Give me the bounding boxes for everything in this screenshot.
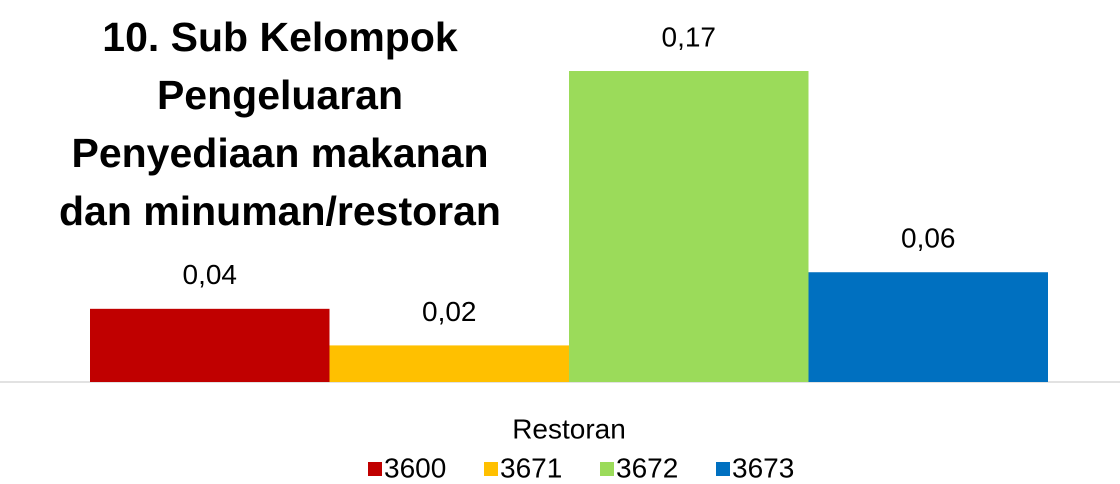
legend-swatch — [368, 462, 382, 476]
bar — [90, 308, 330, 382]
value-label: 0,04 — [183, 259, 238, 290]
chart-title: 10. Sub Kelompok Pengeluaran Penyediaan … — [59, 14, 501, 234]
bar — [569, 71, 809, 382]
legend-swatch — [600, 462, 614, 476]
legend-label: 3672 — [616, 452, 678, 483]
value-label: 0,06 — [901, 223, 956, 254]
legend-label: 3600 — [384, 452, 446, 483]
legend-label: 3673 — [732, 452, 794, 483]
bar — [329, 345, 569, 382]
value-label: 0,17 — [662, 21, 717, 52]
legend-label: 3671 — [500, 452, 562, 483]
legend-swatch — [484, 462, 498, 476]
value-label: 0,02 — [422, 296, 477, 327]
x-tick-label: Restoran — [512, 413, 626, 444]
bar — [808, 272, 1048, 382]
legend-swatch — [716, 462, 730, 476]
